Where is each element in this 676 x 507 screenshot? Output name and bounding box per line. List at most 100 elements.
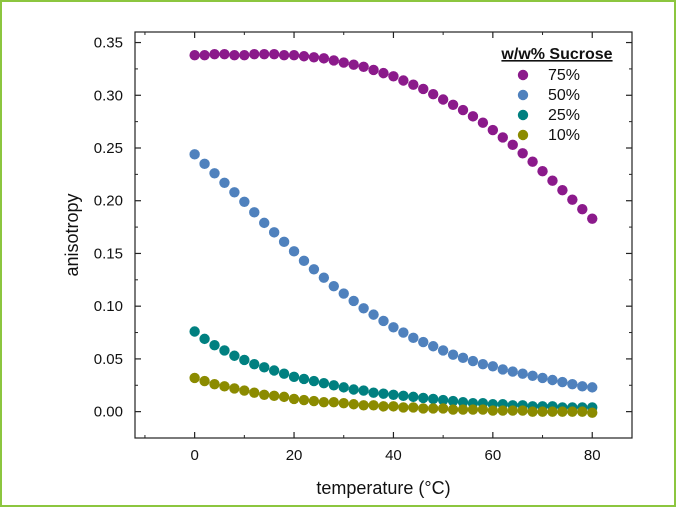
data-point <box>487 124 499 136</box>
data-point <box>457 352 469 364</box>
data-point <box>298 255 310 267</box>
data-point <box>308 375 320 387</box>
data-point <box>437 394 449 406</box>
data-point <box>288 393 300 405</box>
data-point <box>348 399 359 410</box>
data-point <box>447 395 459 407</box>
data-point <box>418 336 429 348</box>
data-point <box>308 52 320 63</box>
data-point <box>189 149 200 160</box>
data-point <box>567 194 578 205</box>
data-point <box>517 405 528 416</box>
data-point <box>219 48 230 60</box>
data-point <box>378 315 389 327</box>
y-tick-label: 0.30 <box>94 87 123 104</box>
data-point <box>437 345 449 356</box>
data-point <box>199 375 210 387</box>
data-point <box>219 177 230 188</box>
data-point <box>537 166 548 177</box>
data-point <box>298 394 310 406</box>
data-point <box>437 94 449 105</box>
data-point <box>229 383 240 394</box>
data-point <box>259 389 270 400</box>
data-point <box>249 387 260 398</box>
data-point <box>189 50 200 61</box>
data-point <box>457 404 469 415</box>
data-point <box>507 139 518 151</box>
x-tick-label: 80 <box>584 447 601 464</box>
data-point <box>398 327 409 338</box>
data-point <box>557 184 568 196</box>
data-point <box>587 382 598 393</box>
data-point <box>517 148 528 159</box>
data-point <box>428 403 439 414</box>
data-point <box>517 368 528 379</box>
data-point <box>358 385 369 396</box>
x-tick-label: 0 <box>190 447 198 464</box>
data-point <box>567 379 578 390</box>
x-tick-label: 20 <box>286 447 303 464</box>
data-point <box>249 48 260 60</box>
data-point <box>358 303 369 314</box>
data-point <box>368 64 379 76</box>
data-point <box>278 368 290 379</box>
data-point <box>209 168 220 179</box>
data-point <box>368 309 379 320</box>
data-point <box>318 53 330 64</box>
data-point <box>428 341 439 352</box>
data-point <box>388 71 399 82</box>
data-point <box>388 401 399 412</box>
data-point <box>437 403 449 414</box>
data-point <box>189 372 200 384</box>
data-point <box>557 406 568 417</box>
data-point <box>467 355 479 367</box>
data-point <box>239 385 250 396</box>
data-point <box>199 333 210 345</box>
data-point <box>249 358 260 370</box>
data-point <box>507 405 518 416</box>
data-point <box>418 83 429 95</box>
data-point <box>268 390 280 402</box>
data-point <box>388 389 399 400</box>
data-point <box>408 332 419 344</box>
data-point <box>547 175 558 186</box>
data-point <box>487 405 499 416</box>
data-point <box>408 391 419 403</box>
data-point <box>467 111 479 122</box>
data-point <box>199 50 210 61</box>
data-point <box>527 370 538 381</box>
data-point <box>229 350 240 361</box>
data-point <box>418 403 429 414</box>
data-point <box>497 405 508 416</box>
data-point <box>229 187 240 198</box>
data-point <box>358 400 369 411</box>
data-point <box>348 59 359 70</box>
data-point <box>219 345 230 356</box>
data-point <box>577 203 588 215</box>
data-point <box>428 393 439 405</box>
data-point <box>497 364 508 375</box>
legend-marker <box>517 129 529 141</box>
y-tick-label: 0.35 <box>94 35 123 52</box>
data-point <box>348 384 359 395</box>
legend-label: 10% <box>548 127 580 144</box>
data-point <box>278 236 290 248</box>
data-point <box>318 377 330 389</box>
x-axis-title: temperature (°C) <box>316 478 450 498</box>
data-point <box>239 354 250 366</box>
legend-marker <box>517 109 529 121</box>
data-point <box>537 372 548 384</box>
data-point <box>467 404 479 415</box>
y-axis-title: anisotropy <box>62 193 82 276</box>
data-point <box>298 51 310 62</box>
legend-label: 75% <box>548 67 580 84</box>
data-point <box>239 50 250 61</box>
chart-axes: 0 20 40 60 80 0.00 0.05 0.10 0.15 0.20 0.25 0.30 0.3… <box>94 32 632 464</box>
data-point <box>378 388 389 399</box>
data-point <box>338 57 349 68</box>
data-point <box>587 213 598 224</box>
data-point <box>318 272 330 283</box>
data-point <box>527 156 538 167</box>
data-point <box>368 400 379 411</box>
